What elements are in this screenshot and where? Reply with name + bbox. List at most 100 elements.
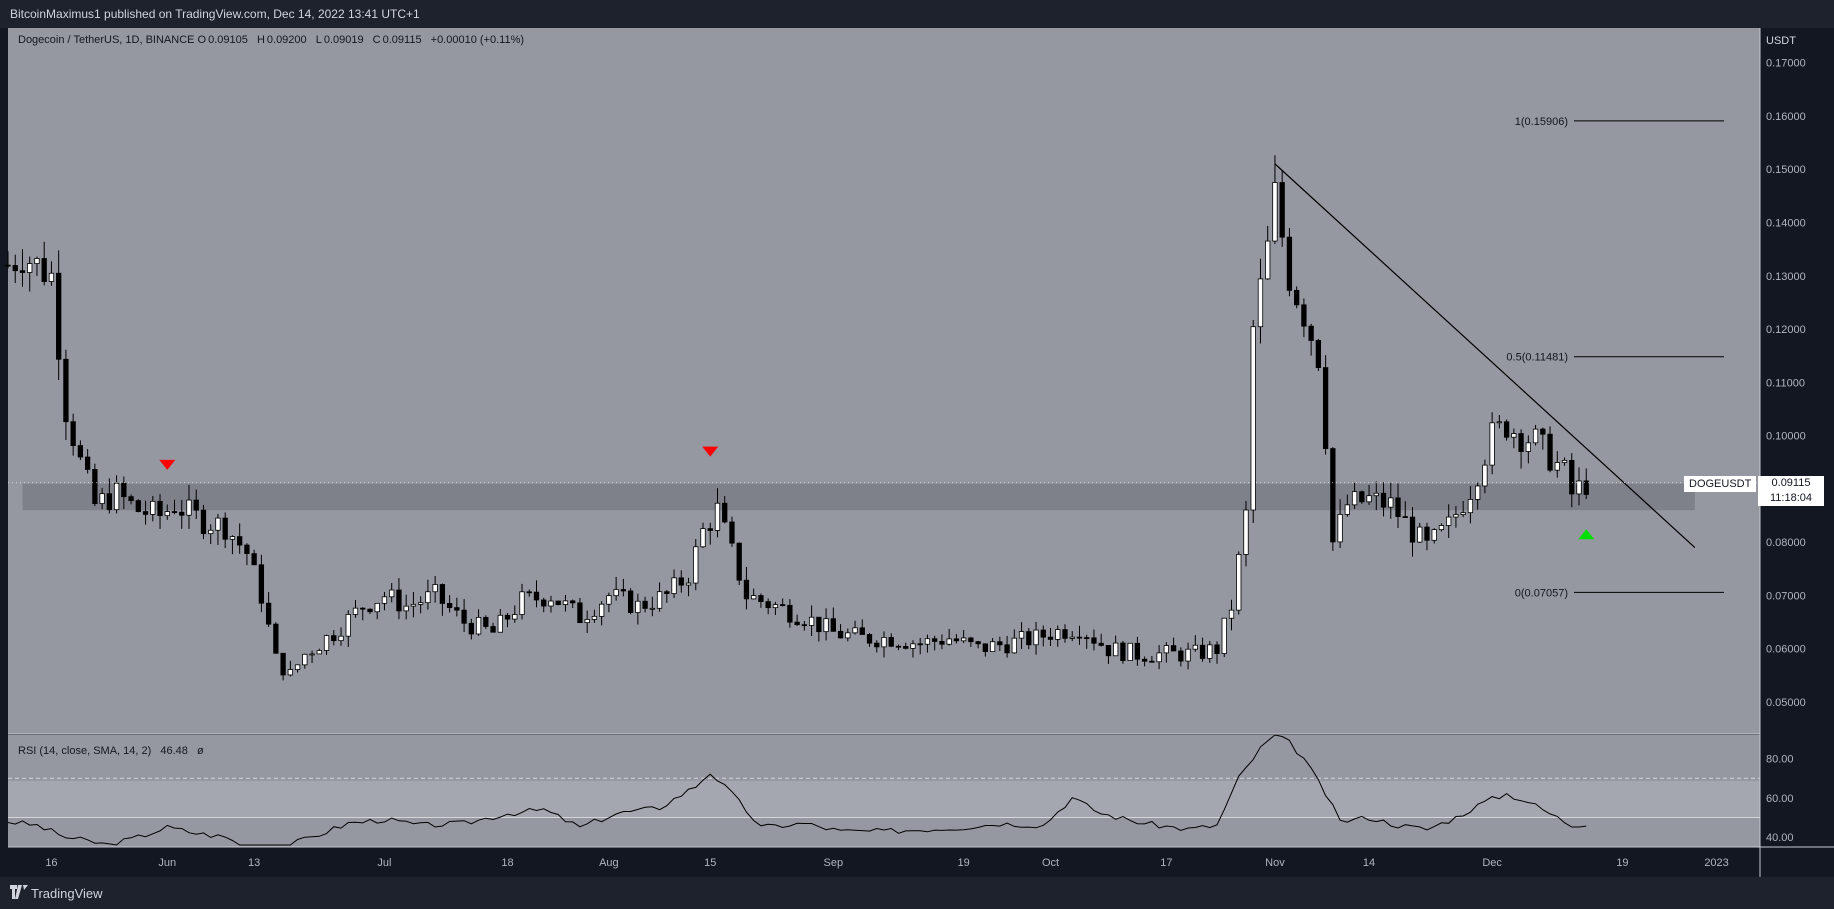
time-axis: 16 Jun 13 Jul 18 Aug 15 Sep 19 Oct 17 Nov 14 Dec 19 202… xyxy=(45,857,1728,869)
close-label: C xyxy=(372,34,381,46)
candle-down xyxy=(780,604,786,607)
candle-up xyxy=(208,529,214,535)
time-tick-label: 14 xyxy=(1363,857,1375,869)
candle-up xyxy=(410,603,417,607)
candle-down xyxy=(939,641,945,645)
rsi-value: 46.48 xyxy=(160,745,188,757)
candle-up xyxy=(302,653,308,666)
candle-up xyxy=(635,600,641,613)
candle-up xyxy=(48,272,55,282)
fib-level-label: 1(0.15906) xyxy=(1515,116,1568,128)
footer-brand[interactable]: TradingView xyxy=(31,886,103,901)
footer-bar: TradingView xyxy=(0,877,1834,909)
low-label: L xyxy=(315,34,322,46)
candle-down xyxy=(490,626,496,633)
candle-up xyxy=(1446,516,1452,526)
candle-down xyxy=(627,590,634,613)
candle-up xyxy=(389,589,395,598)
candle-down xyxy=(1098,642,1104,646)
candle-up xyxy=(751,595,757,600)
symbol-title: Dogecoin / TetherUS, 1D, BINANCE xyxy=(18,34,195,46)
candle-down xyxy=(664,591,670,594)
candle-down xyxy=(1004,644,1010,654)
candle-up xyxy=(316,650,322,655)
candle-up xyxy=(1127,642,1133,661)
last-price-value: 0.09115 xyxy=(1771,477,1811,489)
price-pane xyxy=(8,28,1760,734)
candle-up xyxy=(924,638,931,645)
candle-down xyxy=(1308,325,1314,341)
candle-up xyxy=(960,637,967,642)
candle-up xyxy=(671,577,677,594)
fib-level-label: 0(0.07057) xyxy=(1515,587,1568,599)
candle-down xyxy=(526,591,532,594)
candle-up xyxy=(606,595,612,605)
candle-up xyxy=(1489,422,1495,466)
candle-up xyxy=(548,600,554,607)
candle-up xyxy=(418,602,424,605)
rsi-label: RSI (14, close, SMA, 14, 2) xyxy=(18,745,152,757)
candle-down xyxy=(1424,526,1430,541)
candle-up xyxy=(164,511,170,517)
candle-down xyxy=(1330,448,1336,543)
red-down-marker xyxy=(159,459,176,470)
candle-down xyxy=(620,589,627,592)
open-value: 0.09105 xyxy=(208,34,248,46)
open-label: O xyxy=(197,34,207,46)
high-value: 0.09200 xyxy=(266,34,307,46)
candle-up xyxy=(989,641,996,652)
candle-down xyxy=(816,616,822,633)
candle-up xyxy=(1467,499,1474,514)
candle-up xyxy=(1460,512,1466,515)
candle-up xyxy=(1496,421,1503,424)
price-tick-label: 0.16000 xyxy=(1766,111,1806,123)
time-tick-label: 2023 xyxy=(1704,857,1728,869)
candle-up xyxy=(1236,554,1242,611)
candle-up xyxy=(374,602,380,613)
candle-down xyxy=(570,600,576,604)
candle-up xyxy=(352,607,359,615)
candle-down xyxy=(461,609,467,624)
time-tick-label: 13 xyxy=(248,857,260,869)
candle-down xyxy=(903,646,909,649)
candle-up xyxy=(512,614,518,620)
candle-up xyxy=(1351,491,1358,506)
candle-up xyxy=(113,482,120,511)
rsi-indicator: 40.00 60.00 80.00 xyxy=(7,734,1794,846)
price-tick-label: 0.13000 xyxy=(1766,271,1806,283)
candle-up xyxy=(287,669,293,676)
candle-down xyxy=(258,564,265,604)
candle-up xyxy=(99,493,105,504)
candle-down xyxy=(1286,236,1293,291)
candle-up xyxy=(591,615,598,620)
candle-up xyxy=(1033,629,1039,646)
chart-canvas[interactable]: 1(0.15906) 0.5(0.11481) 0(0.07057) 0.05000… xyxy=(0,0,1834,877)
candle-down xyxy=(331,635,337,642)
candle-up xyxy=(946,638,952,645)
candle-down xyxy=(837,630,844,639)
candle-down xyxy=(1026,631,1032,646)
candle-down xyxy=(222,517,228,540)
candle-up xyxy=(1344,504,1350,515)
candle-down xyxy=(765,601,771,609)
close-value: 0.09115 xyxy=(382,34,422,46)
candle-up xyxy=(1532,428,1539,444)
candle-down xyxy=(251,553,257,566)
last-price-tag: 0.09115 11:18:04 xyxy=(1758,476,1824,506)
candle-down xyxy=(1301,304,1307,327)
candle-up xyxy=(229,536,236,540)
candle-up xyxy=(852,627,858,634)
time-tick-label: Aug xyxy=(599,857,619,869)
price-tick-label: 0.11000 xyxy=(1766,377,1805,389)
candle-down xyxy=(1105,645,1112,657)
candle-up xyxy=(475,616,482,635)
candle-down xyxy=(280,652,286,676)
candle-down xyxy=(367,608,373,613)
candle-up xyxy=(1431,529,1437,541)
candle-up xyxy=(323,635,330,651)
candle-down xyxy=(1569,460,1575,495)
candle-up xyxy=(881,637,887,648)
candle-down xyxy=(722,502,728,523)
candle-up xyxy=(613,589,619,597)
candle-up xyxy=(599,603,605,617)
